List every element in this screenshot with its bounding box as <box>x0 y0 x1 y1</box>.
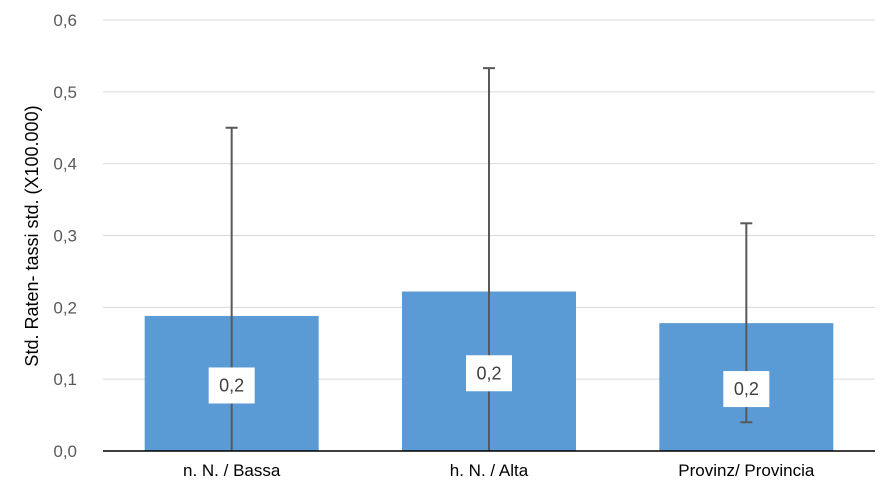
y-tick-label: 0,1 <box>53 370 77 389</box>
data-label: 0,2 <box>219 375 244 395</box>
x-tick-label: h. N. / Alta <box>450 461 529 480</box>
y-tick-label: 0,6 <box>53 11 77 30</box>
x-tick-label: n. N. / Bassa <box>183 461 281 480</box>
data-label: 0,2 <box>734 379 759 399</box>
y-tick-label: 0,2 <box>53 298 77 317</box>
x-tick-label: Provinz/ Provincia <box>678 461 815 480</box>
data-label-box <box>208 367 255 404</box>
y-tick-labels: 0,0 0,1 0,2 0,3 0,4 0,5 0,6 <box>53 11 77 461</box>
data-label: 0,2 <box>476 363 501 383</box>
data-label-box <box>723 371 770 408</box>
y-tick-label: 0,4 <box>53 155 77 174</box>
x-tick-labels: n. N. / Bassa h. N. / Alta Provinz/ Provin… <box>183 461 815 480</box>
data-label-box <box>466 355 512 392</box>
y-tick-label: 0,5 <box>53 83 77 102</box>
data-labels: 0,2 0,2 0,2 <box>208 355 770 408</box>
y-tick-label: 0,3 <box>53 227 77 246</box>
y-axis-label: Std. Raten- tassi std. (X100.000) <box>22 105 42 366</box>
y-tick-label: 0,0 <box>53 442 77 461</box>
